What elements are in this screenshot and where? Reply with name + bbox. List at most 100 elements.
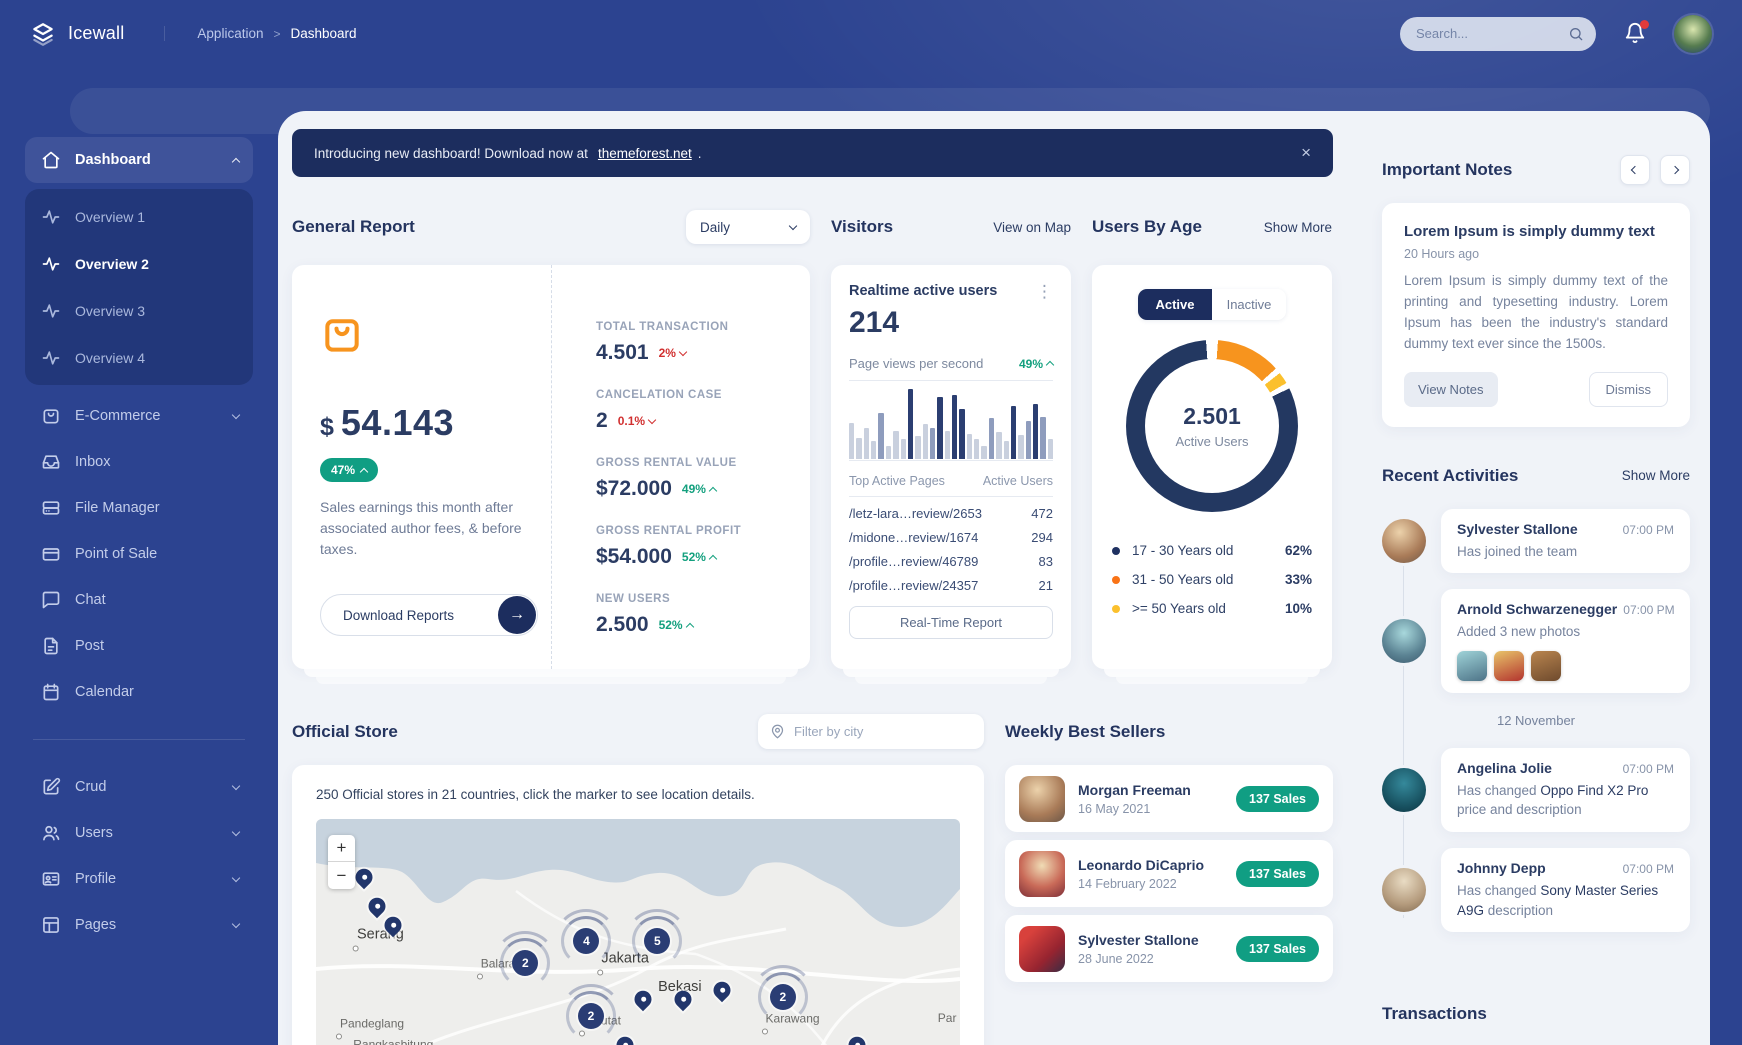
- sidebar-item-overview-4[interactable]: Overview 4: [25, 334, 253, 381]
- show-more-link[interactable]: Show More: [1263, 219, 1332, 235]
- dashboard-submenu: Overview 1 Overview 2 Overview 3 Overvie…: [25, 189, 253, 385]
- dismiss-button[interactable]: Dismiss: [1588, 371, 1668, 407]
- sidebar-item-overview-1[interactable]: Overview 1: [25, 193, 253, 240]
- sidebar-item-file-manager[interactable]: File Manager: [25, 485, 253, 531]
- activity-card[interactable]: Angelina Jolie 07:00 PM Has changed Oppo…: [1441, 747, 1690, 832]
- search-box[interactable]: [1400, 16, 1596, 51]
- table-row[interactable]: /profile…review/24357 21: [849, 578, 1053, 593]
- themeforest-link[interactable]: themeforest.net: [597, 145, 692, 161]
- zoom-out-button[interactable]: −: [328, 862, 355, 889]
- activity-name: Arnold Schwarzenegger: [1457, 601, 1618, 618]
- chart-bar: [959, 408, 965, 459]
- realtime-report-button[interactable]: Real-Time Report: [849, 606, 1053, 639]
- stat-change-badge[interactable]: 52%: [659, 618, 694, 632]
- sidebar-item-label: Calendar: [75, 684, 134, 700]
- map-cluster-marker[interactable]: 5: [644, 928, 671, 955]
- breadcrumb-application[interactable]: Application: [197, 26, 264, 41]
- view-notes-button[interactable]: View Notes: [1404, 371, 1498, 407]
- sidebar-item-ecommerce[interactable]: E-Commerce: [25, 393, 253, 439]
- map-cluster-marker[interactable]: 2: [577, 1002, 604, 1029]
- town-dot: [335, 1033, 342, 1040]
- card-stack-layer: [855, 677, 1047, 684]
- activity-text: Has changed Sony Master Series A9G descr…: [1457, 882, 1659, 918]
- download-reports-button[interactable]: Download Reports →: [320, 594, 538, 636]
- view-on-map-link[interactable]: View on Map: [993, 219, 1071, 235]
- activity-card[interactable]: Arnold Schwarzenegger 07:00 PM Added 3 n…: [1441, 589, 1690, 693]
- sidebar-item-label: E-Commerce: [75, 408, 161, 424]
- seller-card[interactable]: Leonardo DiCaprio 14 February 2022 137 S…: [1005, 840, 1333, 907]
- kebab-menu-icon[interactable]: ⋮: [1036, 282, 1053, 301]
- toggle-active[interactable]: Active: [1138, 289, 1212, 320]
- banner-close-icon[interactable]: ×: [1301, 143, 1311, 162]
- user-avatar[interactable]: [1674, 14, 1712, 53]
- map-cluster-marker[interactable]: 2: [512, 950, 539, 976]
- table-row[interactable]: /midone…review/1674 294: [849, 530, 1053, 545]
- product-name: Oppo Find X2 Pro: [1540, 782, 1649, 798]
- activity-name: Angelina Jolie: [1457, 759, 1552, 776]
- seller-card[interactable]: Sylvester Stallone 28 June 2022 137 Sale…: [1005, 915, 1333, 982]
- chevron-down-icon: [678, 347, 688, 356]
- sidebar-item-dashboard[interactable]: Dashboard: [25, 137, 253, 183]
- notes-prev-button[interactable]: [1620, 155, 1650, 185]
- table-row[interactable]: /letz-lara…review/2653 472: [849, 506, 1053, 521]
- inbox-icon: [42, 455, 60, 469]
- sales-amount: 54.143: [340, 402, 455, 443]
- sales-change-badge[interactable]: 47%: [320, 458, 379, 482]
- banner-suffix: .: [697, 145, 702, 161]
- map-cluster-marker[interactable]: 2: [769, 983, 796, 1010]
- sidebar-item-profile[interactable]: Profile: [25, 856, 253, 902]
- chart-bar: [922, 424, 928, 459]
- map-city-label: Pandeglang: [335, 1016, 404, 1040]
- toggle-inactive[interactable]: Inactive: [1212, 289, 1286, 320]
- date-divider: 12 November: [1496, 712, 1576, 728]
- filter-by-city-box[interactable]: [758, 714, 984, 749]
- sidebar-item-post[interactable]: Post: [25, 623, 253, 669]
- stat-change-badge[interactable]: 52%: [682, 550, 718, 564]
- pvps-change-badge: 49%: [1019, 357, 1055, 371]
- sidebar-item-pages[interactable]: Pages: [25, 902, 253, 948]
- map-city-label: Par: [937, 1011, 957, 1026]
- chevron-down-icon: [231, 410, 241, 419]
- avatar: [1382, 619, 1426, 664]
- avatar: [1019, 850, 1065, 897]
- period-select[interactable]: Daily: [686, 210, 810, 244]
- photo-thumbnail[interactable]: [1494, 650, 1524, 681]
- sidebar-item-chat[interactable]: Chat: [25, 577, 253, 623]
- search-input[interactable]: [1416, 26, 1560, 41]
- legend-item: 31 - 50 Years old 33%: [1110, 565, 1314, 594]
- stat-change-badge[interactable]: 49%: [682, 482, 718, 496]
- notes-next-button[interactable]: [1660, 155, 1690, 185]
- photo-thumbnail[interactable]: [1457, 650, 1487, 681]
- chevron-up-icon: [1045, 360, 1055, 370]
- activity-card[interactable]: Sylvester Stallone 07:00 PM Has joined t…: [1441, 508, 1690, 574]
- sidebar-item-calendar[interactable]: Calendar: [25, 669, 253, 715]
- map-cluster-marker[interactable]: 4: [573, 928, 600, 955]
- filter-by-city-input[interactable]: [794, 724, 972, 739]
- col-active-users: Active Users: [982, 474, 1053, 488]
- notifications-button[interactable]: [1624, 19, 1649, 46]
- seller-card[interactable]: Morgan Freeman 16 May 2021 137 Sales: [1005, 765, 1333, 832]
- chart-bar: [849, 422, 855, 459]
- store-map[interactable]: + − SerangBalarajaJakartaBekasiCiputatKa…: [316, 819, 960, 1045]
- brand[interactable]: Icewall: [30, 21, 124, 47]
- sidebar-item-users[interactable]: Users: [25, 810, 253, 856]
- stat-label: CANCELATION CASE: [596, 389, 722, 401]
- avatar: [1382, 868, 1426, 912]
- breadcrumb-dashboard[interactable]: Dashboard: [290, 26, 357, 41]
- sidebar-item-overview-2[interactable]: Overview 2: [25, 240, 253, 287]
- show-more-link[interactable]: Show More: [1621, 468, 1690, 484]
- sidebar-item-overview-3[interactable]: Overview 3: [25, 287, 253, 334]
- chart-bar: [1025, 420, 1031, 459]
- table-row[interactable]: /profile…review/46789 83: [849, 554, 1053, 569]
- stat-change-badge[interactable]: 2%: [659, 346, 688, 360]
- search-icon[interactable]: [1568, 26, 1584, 42]
- seller-name: Leonardo DiCaprio: [1078, 856, 1205, 873]
- sidebar-item-inbox[interactable]: Inbox: [25, 439, 253, 485]
- zoom-in-button[interactable]: +: [328, 835, 355, 862]
- activity-card[interactable]: Johnny Depp 07:00 PM Has changed Sony Ma…: [1441, 847, 1690, 933]
- sidebar-item-point-of-sale[interactable]: Point of Sale: [25, 531, 253, 577]
- home-icon: [42, 151, 60, 169]
- sidebar-item-crud[interactable]: Crud: [25, 764, 253, 810]
- photo-thumbnail[interactable]: [1531, 650, 1561, 681]
- stat-change-badge[interactable]: 0.1%: [618, 414, 657, 428]
